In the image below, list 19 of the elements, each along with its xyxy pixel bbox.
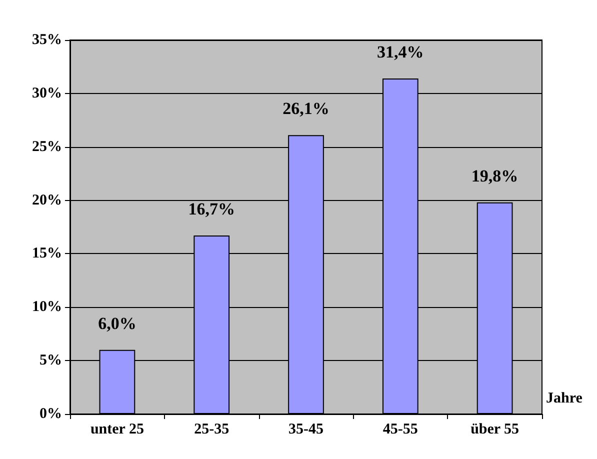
data-label: 31,4%	[377, 42, 424, 62]
data-label: 19,8%	[471, 166, 518, 186]
y-tick-label: 10%	[32, 299, 62, 316]
y-tick-label: 35%	[32, 32, 62, 48]
x-tick-label: 35-45	[288, 422, 324, 438]
y-tick-label: 15%	[32, 246, 62, 262]
x-tick-label: unter 25	[90, 422, 144, 438]
x-tick-label: 45-55	[382, 422, 418, 438]
x-tick-label: über 55	[470, 422, 520, 438]
x-axis-title: Jahre	[546, 390, 583, 406]
y-tick-label: 5%	[40, 352, 62, 369]
y-tick-label: 20%	[32, 192, 62, 208]
data-label: 26,1%	[282, 99, 330, 118]
y-tick-label: 0%	[40, 406, 62, 422]
data-label: 16,7%	[188, 200, 235, 219]
y-tick-label: 30%	[32, 85, 62, 102]
y-tick-label: 25%	[32, 138, 62, 155]
x-tick-label: 25-35	[194, 422, 230, 438]
data-label: 6,0%	[98, 314, 136, 333]
